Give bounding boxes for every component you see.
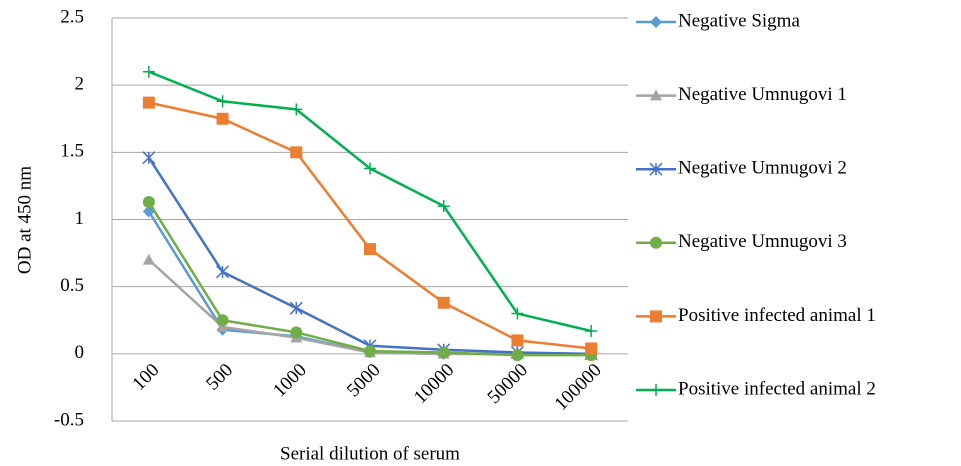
series-line <box>148 70 592 333</box>
y-tick-label: 2 <box>75 74 85 95</box>
series-line <box>147 157 592 356</box>
legend-label: Positive infected animal 2 <box>678 378 876 399</box>
y-tick-label: 1 <box>75 208 85 229</box>
marker <box>142 151 156 165</box>
marker <box>650 236 662 249</box>
x-tick-label: 10000 <box>410 360 458 408</box>
x-tick-label: 100 <box>128 360 163 395</box>
marker <box>142 196 155 209</box>
series-line <box>147 210 592 356</box>
marker <box>650 310 662 323</box>
marker <box>142 96 155 109</box>
series-line <box>147 201 592 357</box>
marker <box>511 307 524 320</box>
legend-label: Negative Sigma <box>678 10 800 31</box>
marker <box>511 349 524 362</box>
marker <box>216 265 230 279</box>
y-tick-label: 2.5 <box>60 6 84 27</box>
marker <box>650 89 662 101</box>
marker <box>364 345 376 358</box>
x-tick-label: 500 <box>202 360 237 395</box>
marker <box>216 320 229 332</box>
x-tick-label: 5000 <box>343 360 385 402</box>
y-axis-label: OD at 450 nm <box>14 166 35 274</box>
marker <box>364 162 376 175</box>
legend-label: Negative Umnugovi 1 <box>678 84 847 105</box>
x-axis-label: Serial dilution of serum <box>280 443 460 464</box>
marker <box>290 103 303 116</box>
legend-label: Negative Umnugovi 2 <box>678 158 847 179</box>
marker <box>290 326 303 339</box>
marker <box>437 346 450 359</box>
marker <box>650 16 662 28</box>
marker <box>585 342 598 355</box>
marker <box>649 162 663 176</box>
x-tick-label: 50000 <box>484 360 532 408</box>
marker <box>216 95 229 108</box>
marker <box>585 324 598 337</box>
y-tick-label: 0.5 <box>60 275 84 296</box>
y-tick-label: -0.5 <box>54 409 84 430</box>
marker <box>216 314 229 327</box>
marker <box>290 146 303 159</box>
legend-label: Negative Umnugovi 3 <box>678 231 847 252</box>
series-line <box>148 101 592 350</box>
marker <box>437 296 450 309</box>
marker <box>364 243 376 256</box>
marker <box>289 301 303 315</box>
marker <box>142 253 155 265</box>
legend-label: Positive infected animal 1 <box>678 305 876 326</box>
marker <box>511 334 524 347</box>
marker <box>650 384 662 396</box>
marker <box>142 65 155 78</box>
x-tick-label: 100000 <box>551 360 606 415</box>
y-tick-label: 1.5 <box>60 141 84 162</box>
marker <box>216 112 229 125</box>
marker <box>437 200 450 213</box>
y-tick-label: 0 <box>75 342 85 363</box>
x-tick-label: 1000 <box>269 360 311 402</box>
